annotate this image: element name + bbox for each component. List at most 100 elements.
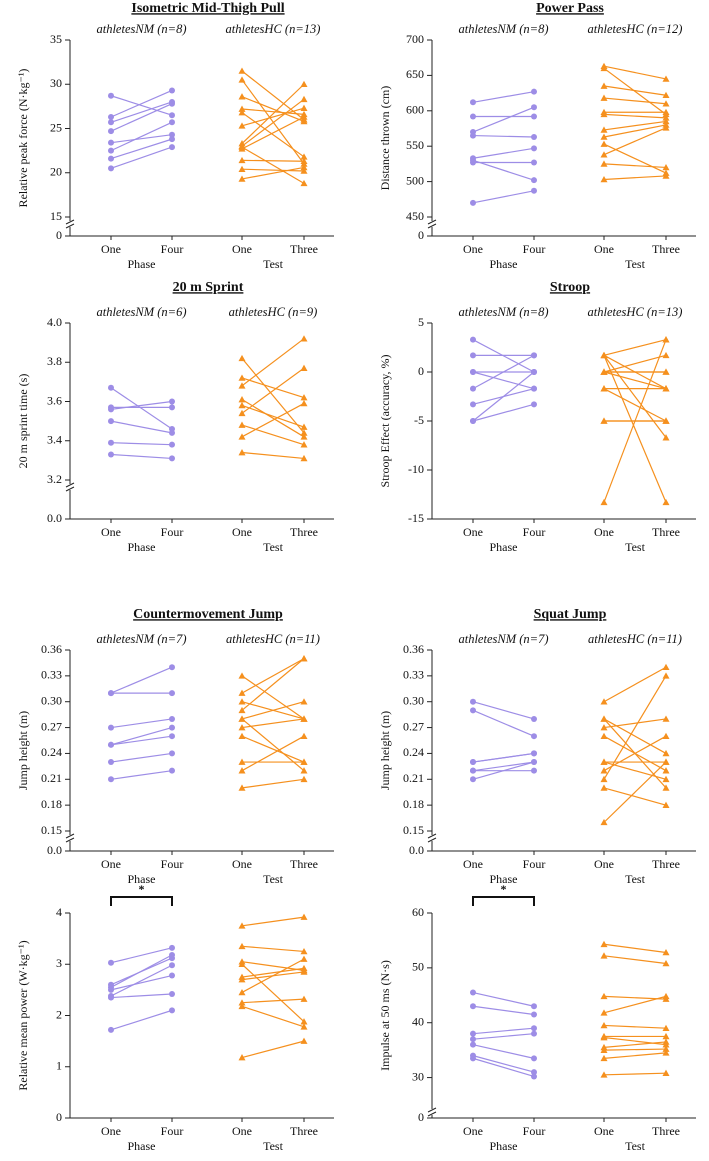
- x-tick-label: One: [101, 857, 121, 871]
- point: [108, 690, 114, 697]
- pair-line: [603, 355, 667, 503]
- pair-line: [241, 701, 305, 720]
- point: [238, 767, 246, 774]
- point: [470, 132, 476, 139]
- point: [470, 759, 476, 766]
- pair-line: [241, 958, 305, 993]
- pair-line: [241, 70, 305, 121]
- point: [662, 385, 670, 392]
- point: [169, 750, 175, 757]
- point: [300, 163, 308, 171]
- point: [108, 759, 114, 766]
- pair-line: [241, 658, 305, 694]
- pair-line: [110, 89, 173, 118]
- point: [108, 451, 114, 458]
- point: [169, 441, 175, 448]
- point: [600, 758, 608, 765]
- point: [662, 749, 670, 757]
- point: [108, 119, 114, 126]
- point: [662, 1024, 670, 1031]
- point: [662, 672, 670, 679]
- axis-break: [427, 223, 437, 229]
- point: [662, 992, 670, 1000]
- pair-line: [110, 718, 173, 729]
- pair-line: [603, 718, 667, 729]
- x-tick-label: One: [232, 1124, 252, 1138]
- x-tick-label: Four: [161, 857, 184, 871]
- pair-line: [241, 108, 305, 115]
- point: [600, 94, 608, 101]
- point: [300, 399, 308, 407]
- pair-line: [472, 354, 535, 390]
- point: [662, 351, 670, 359]
- pair-line: [603, 666, 667, 703]
- axis-break: [65, 482, 75, 488]
- point: [169, 715, 175, 722]
- point: [531, 133, 537, 140]
- point: [662, 1049, 670, 1056]
- y-tick-label: 0.33: [403, 668, 424, 682]
- pair-line: [241, 1005, 305, 1028]
- point: [470, 1036, 476, 1043]
- point: [108, 776, 114, 783]
- point: [662, 172, 670, 179]
- y-tick-label: 20: [50, 165, 62, 179]
- y-tick-label: 0.21: [403, 771, 424, 785]
- x-group-label: Test: [263, 540, 283, 554]
- x-tick-label: Three: [652, 857, 680, 871]
- pair-line: [241, 112, 305, 158]
- point: [108, 418, 114, 425]
- y-axis-label: Jump height (m): [378, 711, 392, 790]
- point: [470, 1003, 476, 1010]
- point: [600, 160, 608, 167]
- x-tick-label: One: [463, 242, 483, 256]
- point: [470, 707, 476, 714]
- point: [600, 498, 608, 506]
- point: [662, 498, 670, 506]
- point: [238, 156, 246, 164]
- group-label: athletesNM (n=8): [458, 305, 548, 319]
- y-axis-label: Impulse at 50 ms (N·s): [378, 960, 392, 1071]
- group-label: athletesNM (n=6): [96, 305, 186, 319]
- point: [531, 715, 537, 722]
- point: [108, 994, 114, 1001]
- x-group-label: Phase: [490, 872, 518, 886]
- y-tick-label: 0: [418, 228, 424, 242]
- point: [531, 369, 537, 375]
- point: [238, 1054, 246, 1061]
- point: [169, 455, 175, 462]
- axis-break: [427, 837, 437, 843]
- y-tick-label: 5: [418, 315, 424, 329]
- pair-line: [472, 403, 535, 422]
- x-group-label: Phase: [490, 540, 518, 554]
- point: [169, 131, 175, 138]
- point: [600, 175, 608, 183]
- y-tick-label: 0.0: [47, 511, 62, 525]
- x-group-label: Test: [625, 257, 645, 271]
- x-tick-label: Four: [161, 1124, 184, 1138]
- point: [600, 368, 608, 375]
- axis-break: [65, 486, 75, 492]
- point: [238, 401, 246, 409]
- pair-line: [110, 735, 173, 746]
- point: [470, 99, 476, 106]
- pair-line: [110, 95, 173, 116]
- pair-line: [603, 354, 667, 439]
- pair-line: [472, 371, 535, 422]
- point: [662, 1038, 670, 1045]
- point: [169, 112, 175, 119]
- point: [238, 758, 246, 765]
- y-tick-label: 600: [406, 103, 424, 117]
- y-tick-label: 1: [56, 1059, 62, 1073]
- pair-line: [110, 954, 173, 988]
- y-tick-label: 3: [56, 956, 62, 970]
- point: [108, 155, 114, 162]
- pair-line: [110, 1009, 173, 1031]
- x-tick-label: One: [463, 857, 483, 871]
- point: [531, 401, 537, 408]
- x-tick-label: Three: [290, 857, 318, 871]
- group-label: athletesHC (n=11): [226, 632, 320, 646]
- point: [600, 133, 608, 140]
- x-group-label: Phase: [128, 540, 156, 554]
- panel: Power Pass Distance thrown (cm) 450 500 550 6…: [378, 1, 696, 271]
